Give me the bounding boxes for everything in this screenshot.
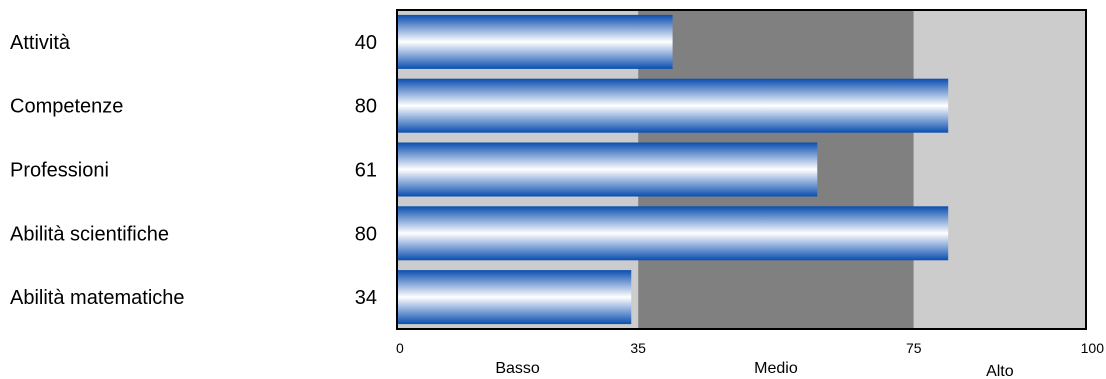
category-label: Abilità scientifiche <box>10 223 169 245</box>
band-label: Basso <box>495 360 540 377</box>
band-labels: Basso Medio Alto <box>495 360 1013 379</box>
value-label: 40 <box>355 32 377 54</box>
value-label: 61 <box>355 160 377 182</box>
category-label: Professioni <box>10 160 109 182</box>
value-label: 80 <box>355 223 377 245</box>
value-labels: 40 80 61 80 34 <box>355 32 377 309</box>
band-label: Medio <box>754 360 798 377</box>
bar <box>397 142 818 197</box>
tick-labels: 0 35 75 100 <box>396 340 1104 356</box>
value-label: 80 <box>355 96 377 118</box>
tick-label: 35 <box>630 340 646 356</box>
tick-label: 0 <box>396 340 404 356</box>
band-label: Alto <box>986 363 1014 379</box>
category-label: Competenze <box>10 96 123 118</box>
bars <box>397 14 949 325</box>
plot-frame <box>396 9 1087 330</box>
bar <box>397 14 673 69</box>
bar <box>397 270 632 325</box>
category-label: Abilità matematiche <box>10 287 185 309</box>
bar <box>397 78 949 133</box>
category-label: Attività <box>10 32 71 54</box>
category-labels: Attività Competenze Professioni Abilità sci… <box>10 32 185 309</box>
tick-label: 100 <box>1081 340 1105 356</box>
tick-label: 75 <box>906 340 922 356</box>
value-label: 34 <box>355 287 377 309</box>
bar <box>397 206 949 261</box>
band-alto <box>913 10 1086 329</box>
